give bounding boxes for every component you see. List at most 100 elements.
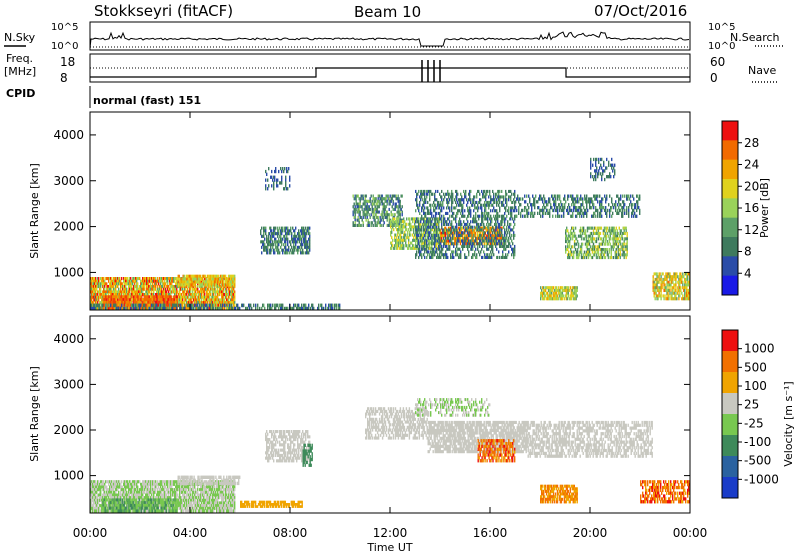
power-cell: [495, 234, 496, 237]
power-cell: [157, 285, 158, 288]
power-cell: [424, 190, 425, 193]
power-cell: [284, 235, 285, 238]
power-cell: [390, 220, 391, 223]
power-cell: [285, 184, 286, 187]
power-cell: [493, 239, 494, 242]
power-cell: [534, 206, 535, 209]
power-cell: [301, 246, 302, 249]
power-cell: [472, 226, 473, 229]
power-cell: [309, 238, 310, 241]
power-cell: [195, 296, 196, 299]
power-cell: [432, 193, 433, 196]
power-cell: [393, 220, 394, 223]
power-cell: [461, 195, 462, 198]
power-cell: [96, 288, 97, 291]
power-cell: [518, 212, 519, 215]
power-cell: [392, 205, 393, 208]
power-cell: [480, 234, 481, 237]
power-cell: [423, 204, 424, 207]
power-cell: [467, 228, 468, 231]
power-cell: [303, 251, 304, 254]
power-cell: [463, 226, 464, 229]
power-cell: [387, 211, 388, 214]
power-cell: [516, 215, 517, 218]
power-cell: [475, 248, 476, 251]
power-cell: [274, 251, 275, 254]
power-cell: [550, 203, 551, 206]
power-cell: [459, 217, 460, 220]
power-cell: [505, 239, 506, 242]
power-cell: [422, 239, 423, 242]
power-cell: [513, 198, 514, 201]
power-cell: [379, 195, 380, 198]
power-cell: [197, 304, 198, 308]
power-cell: [443, 231, 444, 234]
power-cell: [381, 224, 382, 227]
power-cell: [434, 228, 435, 231]
power-cell: [470, 201, 471, 204]
power-cell: [452, 193, 453, 196]
power-cell: [501, 239, 502, 242]
power-cell: [106, 301, 107, 304]
power-cell: [179, 275, 180, 278]
power-cell: [465, 195, 466, 198]
power-cell: [200, 275, 201, 278]
power-cell: [472, 256, 473, 259]
power-cell: [434, 253, 435, 256]
power-cell: [436, 250, 437, 253]
power-cell: [223, 280, 224, 283]
power-cell: [505, 195, 506, 198]
power-cell: [289, 232, 290, 235]
power-cell: [417, 204, 418, 207]
power-cell: [295, 304, 296, 308]
power-cell: [402, 205, 403, 208]
power-cell: [395, 213, 396, 216]
power-cell: [355, 213, 356, 216]
power-cell: [486, 223, 487, 226]
power-cell: [422, 206, 423, 209]
power-cell: [281, 243, 282, 246]
power-cell: [435, 190, 436, 193]
power-cell: [505, 190, 506, 193]
power-cell: [441, 217, 442, 220]
power-cell: [389, 208, 390, 211]
power-cell: [139, 295, 140, 298]
power-cell: [464, 231, 465, 234]
power-cell: [467, 248, 468, 251]
power-cell: [491, 256, 492, 259]
power-cell: [398, 195, 399, 198]
power-cell: [479, 226, 480, 229]
power-cell: [472, 237, 473, 240]
power-cell: [272, 304, 273, 308]
power-cell: [290, 227, 291, 230]
power-cell: [530, 215, 531, 218]
power-cell: [503, 215, 504, 218]
power-cell: [416, 195, 417, 198]
power-cell: [465, 226, 466, 229]
power-cell: [451, 209, 452, 212]
power-cell: [524, 195, 525, 198]
power-cell: [298, 229, 299, 232]
power-cell: [461, 234, 462, 237]
power-cell: [493, 215, 494, 218]
power-cell: [518, 209, 519, 212]
power-cell: [417, 231, 418, 234]
power-cell: [413, 231, 414, 234]
power-cell: [466, 256, 467, 259]
power-cell: [209, 296, 210, 299]
power-cell: [427, 193, 428, 196]
power-cell: [407, 231, 408, 234]
power-cell: [371, 213, 372, 216]
power-cell: [237, 304, 238, 308]
power-cell: [514, 250, 515, 253]
power-cell: [393, 203, 394, 206]
power-cell: [559, 215, 560, 218]
power-cell: [280, 167, 281, 170]
power-cell: [169, 304, 170, 308]
power-cell: [400, 242, 401, 245]
power-cell: [459, 248, 460, 251]
power-cell: [510, 198, 511, 201]
power-cell: [490, 223, 491, 226]
power-cell: [384, 203, 385, 206]
power-cell: [157, 298, 158, 301]
